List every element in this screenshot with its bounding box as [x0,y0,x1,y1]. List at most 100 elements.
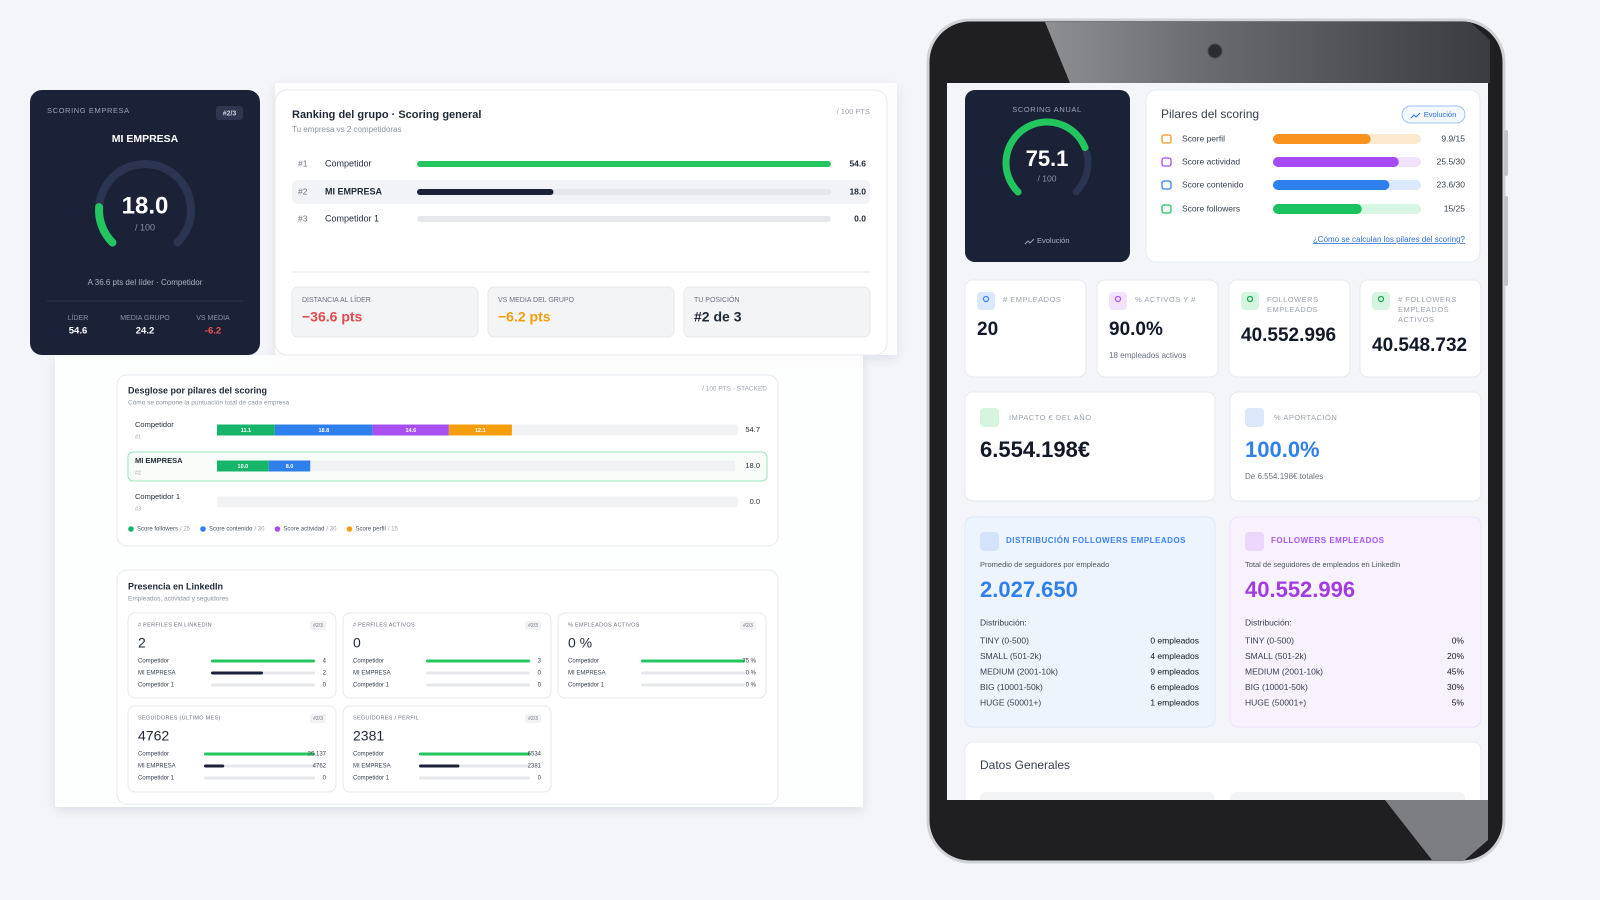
metric-card [127,612,337,699]
impact-card [1229,391,1482,502]
bar [641,659,745,663]
label: 23.6/30 [1437,179,1466,189]
label: 75.1 [1026,146,1069,171]
distribution-card [964,516,1216,728]
label: Evolución [1037,236,1070,245]
label: LÍDER [68,313,89,322]
pillar-icon [1161,180,1172,190]
label: 54.6 [849,158,866,168]
label: / 100 [135,222,155,232]
tablet-reflection [1385,800,1488,860]
label: 40.548.732 [1372,335,1467,356]
label: #1 [135,434,141,440]
label: Distribución: [980,617,1027,627]
bar-track [217,460,735,472]
badge [216,106,243,120]
distribution-card [1229,516,1482,728]
label: Distribución: [1245,617,1292,627]
metric-card [557,612,767,699]
label: SMALL (501-2k) [1245,651,1307,661]
label: 45% [1447,666,1464,676]
tablet-button [1504,196,1508,286]
label: #2/3 [223,110,237,117]
legend-max: / 25 [180,527,191,533]
bar-segment [268,460,311,472]
stat-box [683,286,871,338]
label: Competidor [138,752,169,758]
segment-label: 8.0 [286,464,294,470]
label: Competidor 1 [325,213,379,223]
tablet-reflection [1045,22,1490,83]
legend-dot [200,526,206,532]
label: #2 [298,186,308,196]
impact-icon [1245,408,1264,427]
label: 4 [323,659,327,665]
stat-box [487,286,675,338]
label: Competidor 1 [353,683,390,689]
label: HUGE (50001+) [980,697,1041,707]
label: 6.554.198€ [980,437,1090,462]
label: #1 [298,158,308,168]
stat-box [291,286,479,338]
label: DISTRIBUCIÓN FOLLOWERS EMPLEADOS [1006,536,1186,545]
bar-segment [217,460,269,472]
legend-label: Score perfil [355,527,385,533]
button[interactable] [1401,105,1466,124]
kpi-icon-glyph [1246,295,1254,303]
label: 100.0% [1245,437,1320,462]
label: MI EMPRESA [112,133,179,145]
label[interactable]: ¿Cómo se calculan los pilares del scorin… [1313,235,1466,244]
general-row [1230,792,1465,800]
bar-segment [217,424,275,436]
label: 75 % [742,659,756,665]
label: FOLLOWERS EMPLEADOS [1271,536,1385,545]
legend-label: Score actividad [283,527,324,533]
label: 5% [1452,697,1465,707]
distribution-icon [980,532,999,551]
label: Score followers [1182,203,1240,213]
pillar-icon [1161,157,1172,167]
kpi-card [1359,279,1482,378]
label: 25.5/30 [1437,156,1466,166]
label: DISTANCIA AL LÍDER [302,295,371,304]
label: 0 [353,635,361,651]
bar-segment [448,424,512,436]
pillar-icon [1161,134,1172,144]
bar [426,659,530,663]
pillar-icon [1161,204,1172,214]
label: #2/3 [313,623,323,629]
label: 2 [138,635,146,651]
label: Desglose por pilares del scoring [128,385,267,395]
bar [419,752,530,756]
label: Competidor [353,659,384,665]
label: Competidor [353,752,384,758]
label: # PERFILES ACTIVOS [353,622,415,628]
general-row [980,792,1215,800]
label: 4762 [313,764,327,770]
tablet-camera [1207,43,1223,59]
label: Presencia en LinkedIn [128,581,223,591]
label: Tu empresa vs 2 competidoras [292,125,402,134]
label: Cómo se compone la puntuación total de c… [128,400,290,407]
label[interactable]: Evolución [1424,110,1457,119]
label: IMPACTO € DEL AÑO [1009,413,1092,422]
label: Score perfil [1182,133,1225,143]
segment-label: 11.1 [241,428,251,434]
label: BIG (10001-50k) [980,682,1043,692]
label: MI EMPRESA [138,671,176,677]
bar-track [419,776,530,780]
legend-dot [274,526,281,532]
label: Competidor [568,659,599,665]
label: -6.2 [205,326,221,337]
trend-icon [1024,238,1035,245]
label: −36.6 pts [302,309,363,325]
kpi-card [964,279,1087,378]
label: 54.7 [745,425,760,434]
label: 40.552.996 [1245,577,1355,602]
kpi-icon-glyph [982,295,990,303]
label: Competidor [135,420,174,429]
segment-label: 18.8 [318,428,329,434]
bar [417,189,554,195]
label: TINY (0-500) [1245,635,1294,645]
